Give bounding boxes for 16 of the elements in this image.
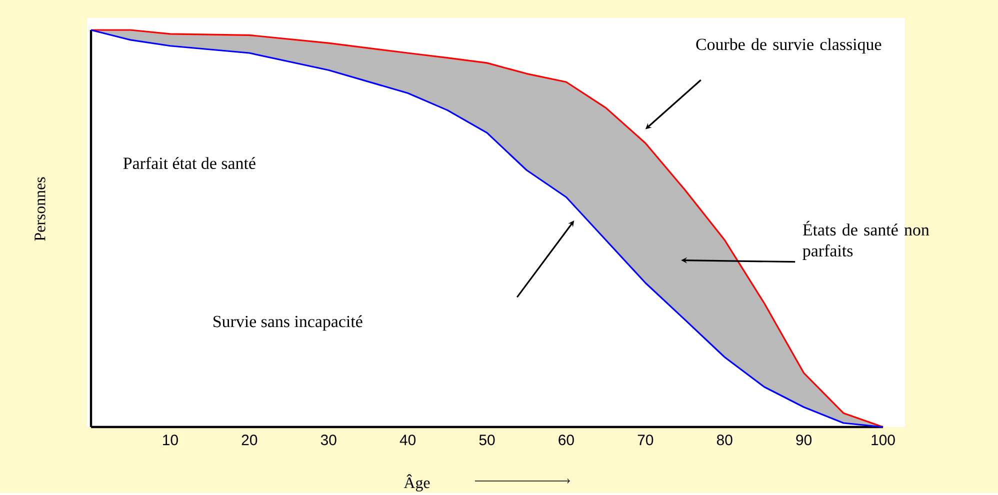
- x-tick-label: 10: [163, 434, 178, 446]
- x-tick-label: 50: [479, 434, 495, 446]
- x-tick-label: 30: [320, 434, 336, 446]
- annotation: Parfait état de santé: [123, 157, 256, 170]
- x-tick-label: 20: [242, 434, 258, 446]
- y-axis-title: Personnes: [34, 177, 46, 241]
- x-tick-label: 90: [796, 434, 812, 446]
- x-tick-label: 40: [400, 434, 416, 446]
- annotation: Survie sans incapacité: [214, 315, 362, 331]
- x-tick-label: 60: [558, 434, 574, 446]
- x-tick-label: 100: [872, 434, 895, 446]
- annotation: Courbe de survie classique: [696, 38, 882, 54]
- annotation: États de santé non parfaits: [802, 220, 930, 260]
- x-tick-label: 80: [716, 434, 732, 446]
- x-axis-title: Âge: [404, 474, 430, 492]
- x-tick-label: 70: [638, 434, 654, 446]
